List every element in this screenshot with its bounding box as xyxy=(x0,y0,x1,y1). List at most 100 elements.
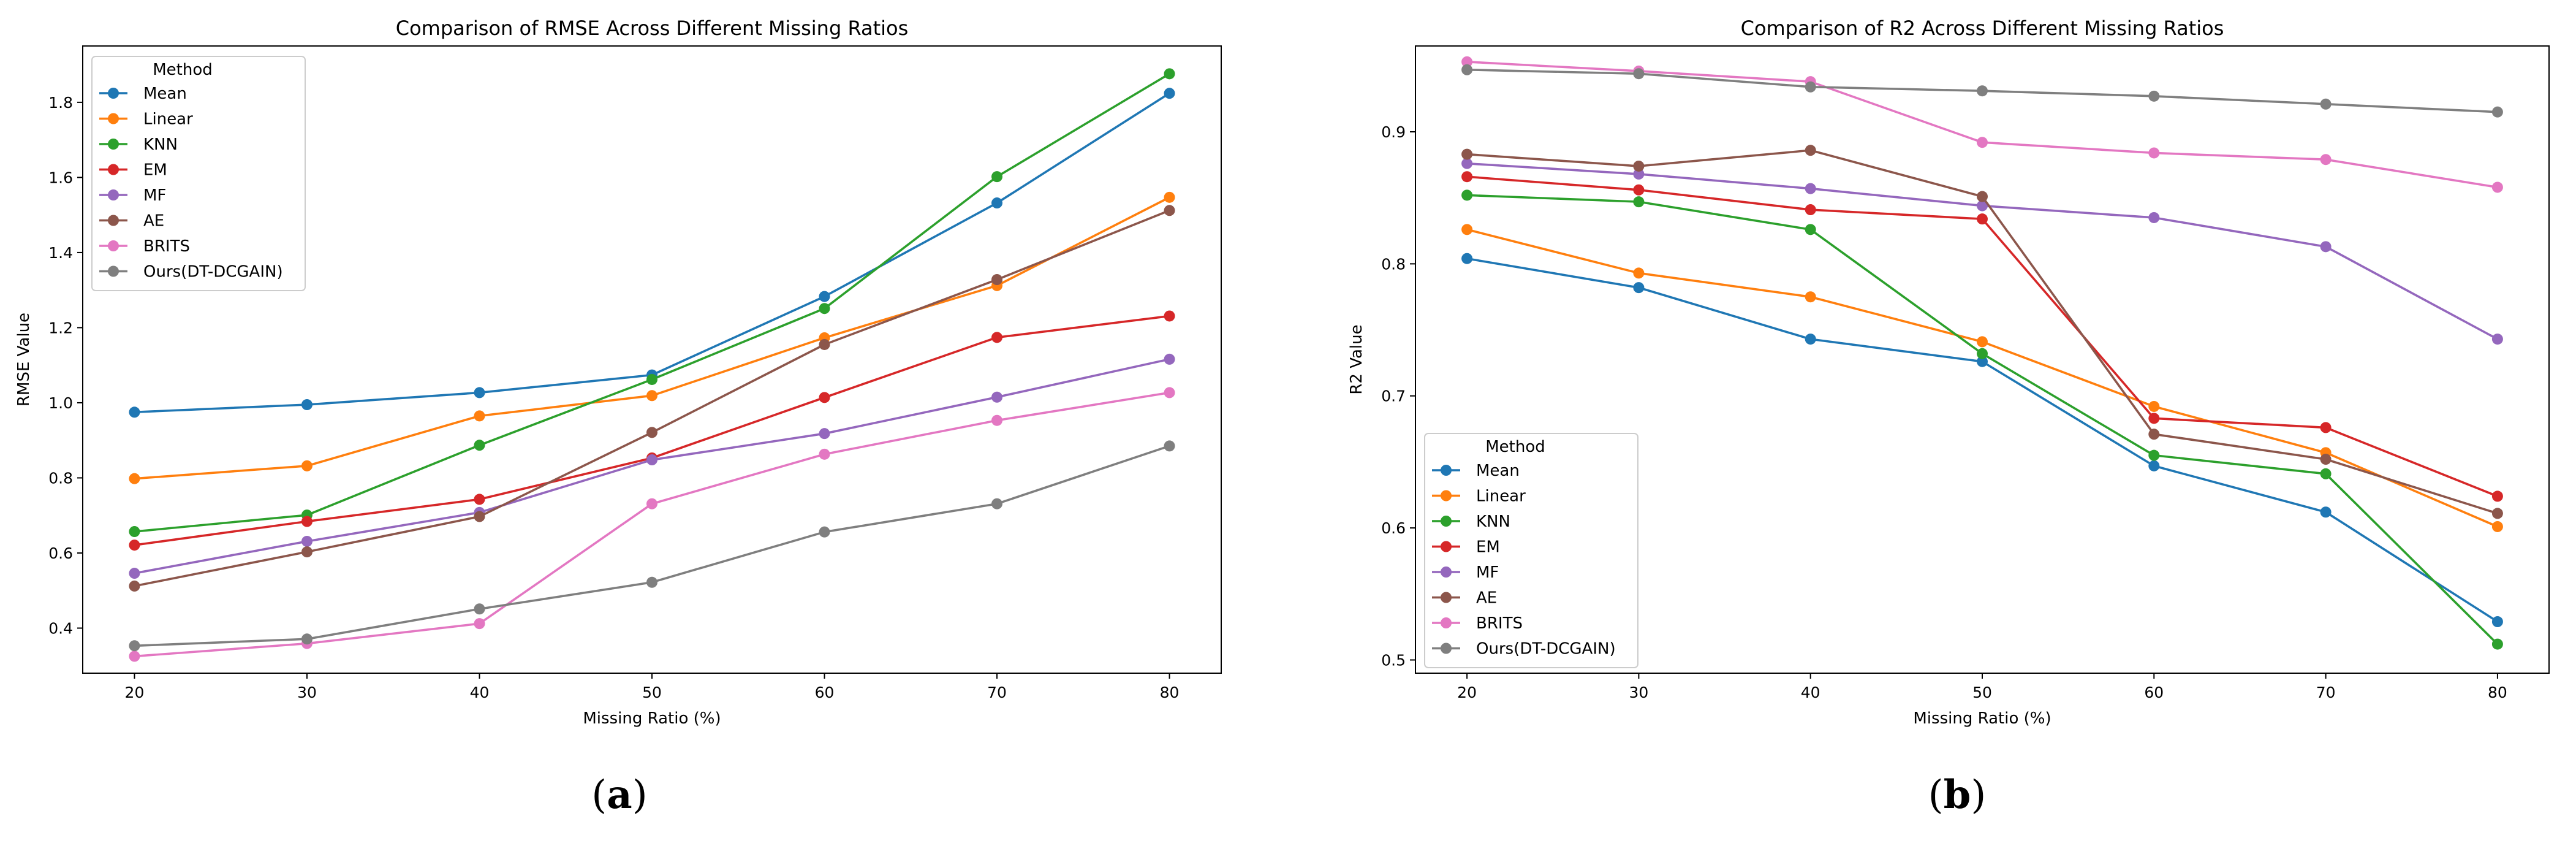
x-tick-label: 30 xyxy=(297,684,317,701)
plot-frame xyxy=(82,45,1222,674)
y-axis-label: R2 Value xyxy=(1347,324,1366,394)
data-point xyxy=(2491,508,2503,519)
data-point xyxy=(1633,168,1645,180)
caption-close: ) xyxy=(632,772,648,818)
data-point xyxy=(1805,224,1816,235)
series-knn xyxy=(129,68,1175,538)
y-tick-label: 0.8 xyxy=(1381,255,1406,273)
data-point xyxy=(1461,189,1473,201)
data-point xyxy=(2320,454,2332,465)
legend-swatch-marker xyxy=(1441,490,1452,502)
series-ours-dt-dcgain- xyxy=(1461,64,2503,118)
data-point xyxy=(474,511,485,522)
data-point xyxy=(129,473,140,484)
data-point xyxy=(1164,191,1175,203)
legend-box xyxy=(91,56,306,291)
data-point xyxy=(129,580,140,592)
x-tick-label: 70 xyxy=(987,684,1007,701)
y-tick-label: 0.5 xyxy=(1381,651,1406,669)
data-point xyxy=(129,526,140,538)
data-point xyxy=(819,338,830,350)
data-point xyxy=(991,391,1003,403)
legend-label: Linear xyxy=(143,110,193,129)
data-point xyxy=(1977,85,1988,97)
legend-label: Ours(DT-DCGAIN) xyxy=(1476,640,1616,658)
data-point xyxy=(646,498,657,509)
data-point xyxy=(1461,158,1473,169)
series-ae xyxy=(129,205,1175,592)
plot-frame xyxy=(1415,45,2550,674)
data-point xyxy=(991,171,1003,183)
data-point xyxy=(2148,429,2160,440)
data-point xyxy=(1977,200,1988,212)
caption-letter: b xyxy=(1944,772,1971,818)
data-point xyxy=(2148,460,2160,471)
data-point xyxy=(2148,147,2160,159)
data-point xyxy=(819,448,830,460)
x-tick-label: 50 xyxy=(642,684,662,701)
data-point xyxy=(1461,171,1473,183)
legend-swatch-marker xyxy=(108,240,119,251)
data-point xyxy=(2491,334,2503,345)
data-point xyxy=(301,535,313,547)
legend-label: Mean xyxy=(143,85,187,103)
data-point xyxy=(2148,413,2160,424)
legend-swatch-marker xyxy=(1441,617,1452,628)
caption-letter: a xyxy=(607,772,632,818)
data-point xyxy=(2491,616,2503,628)
x-tick-label: 20 xyxy=(1457,684,1477,701)
y-tick-label: 0.6 xyxy=(1381,519,1406,537)
x-tick-label: 40 xyxy=(470,684,490,701)
legend-swatch-marker xyxy=(1441,643,1452,654)
data-point xyxy=(2491,521,2503,532)
series-mean xyxy=(1461,253,2503,628)
data-point xyxy=(474,618,485,630)
y-tick-label: 0.7 xyxy=(1381,387,1406,405)
legend-label: Linear xyxy=(1476,487,1526,506)
data-point xyxy=(2320,154,2332,166)
chart-title: Comparison of RMSE Across Different Miss… xyxy=(396,17,909,40)
data-point xyxy=(1461,64,1473,75)
legend-title: Method xyxy=(153,61,213,79)
y-tick-label: 0.6 xyxy=(48,544,73,562)
data-point xyxy=(2491,490,2503,502)
legend-swatch-marker xyxy=(1441,541,1452,552)
legend-title: Method xyxy=(1485,438,1545,456)
data-point xyxy=(1633,282,1645,294)
data-point xyxy=(2148,449,2160,461)
data-point xyxy=(2491,106,2503,118)
data-point xyxy=(819,428,830,440)
series-line xyxy=(134,444,1170,647)
series-mf xyxy=(129,353,1175,579)
data-point xyxy=(2320,506,2332,518)
x-tick-label: 50 xyxy=(1972,684,1992,701)
data-point xyxy=(991,498,1003,509)
x-tick-label: 60 xyxy=(2144,684,2164,701)
chart-title: Comparison of R2 Across Different Missin… xyxy=(1741,17,2224,40)
legend-label: BRITS xyxy=(1476,614,1523,633)
data-point xyxy=(474,440,485,451)
legend-swatch-marker xyxy=(108,88,119,99)
series-ae xyxy=(1461,145,2503,519)
data-point xyxy=(1461,253,1473,264)
data-point xyxy=(819,526,830,538)
legend-swatch-marker xyxy=(108,164,119,175)
y-tick-label: 1.0 xyxy=(48,394,73,412)
data-point xyxy=(646,576,657,588)
data-point xyxy=(1633,184,1645,196)
data-point xyxy=(1164,68,1175,80)
chart-r2: Comparison of R2 Across Different Missin… xyxy=(1347,17,2550,818)
legend-box xyxy=(1424,433,1638,668)
series-linear xyxy=(1461,224,2503,532)
x-tick-label: 60 xyxy=(815,684,835,701)
legend-label: AE xyxy=(1476,589,1497,608)
data-point xyxy=(1805,81,1816,93)
legend-swatch-marker xyxy=(108,215,119,226)
series-mf xyxy=(1461,158,2503,345)
panel-caption: (a) xyxy=(591,772,647,818)
data-point xyxy=(1461,224,1473,235)
data-point xyxy=(646,454,657,466)
panel-caption: (b) xyxy=(1928,772,1987,818)
x-tick-label: 30 xyxy=(1629,684,1648,701)
x-tick-label: 80 xyxy=(2488,684,2507,701)
